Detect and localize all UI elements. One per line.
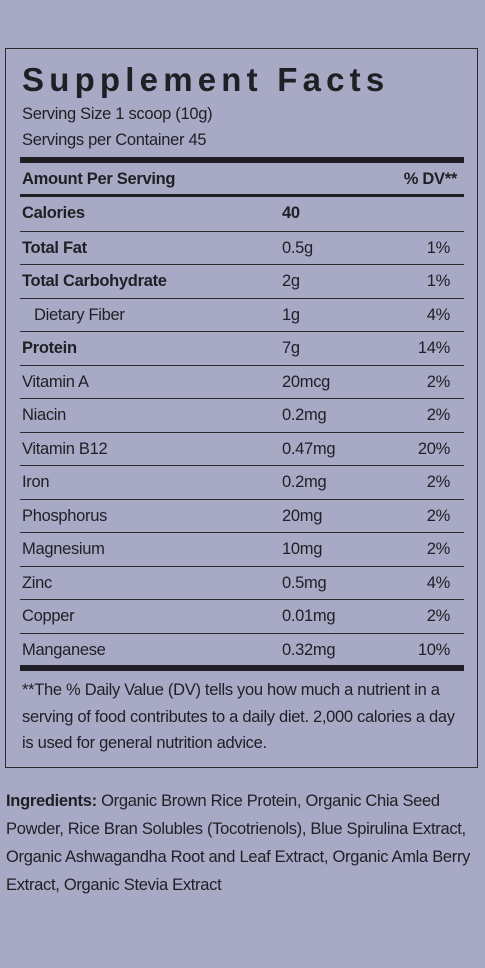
nutrient-name: Zinc: [22, 573, 52, 592]
thick-rule: [20, 157, 464, 163]
nutrient-amount: 0.01mg: [282, 607, 336, 625]
nutrient-name: Niacin: [22, 406, 67, 424]
nutrient-amount: 20mg: [282, 506, 323, 525]
nutrient-row: Zinc 0.5mg 4%: [20, 565, 464, 601]
nutrient-name: Iron: [22, 473, 50, 491]
nutrient-dv: 2%: [426, 607, 451, 625]
supplement-facts-panel: Supplement Facts Serving Size 1 scoop (1…: [5, 48, 478, 768]
nutrient-dv: 4%: [426, 573, 451, 592]
medium-rule: [20, 194, 464, 197]
nutrient-name: Copper: [22, 607, 75, 625]
nutrient-row: Dietary Fiber 1g 4%: [20, 297, 464, 333]
ingredients-text: Organic Brown Rice Protein, Organic Chia…: [6, 792, 471, 894]
nutrient-name: Magnesium: [22, 540, 105, 558]
ingredients-label: Ingredients:: [6, 792, 97, 810]
ingredients: Ingredients: Organic Brown Rice Protein,…: [6, 787, 476, 899]
nutrient-dv: 2%: [426, 506, 451, 525]
nutrient-name: Manganese: [22, 640, 106, 659]
nutrient-row: Total Fat 0.5g 1%: [20, 230, 464, 266]
nutrient-name: Calories: [22, 204, 85, 222]
nutrient-dv: 2%: [426, 406, 451, 424]
nutrient-name: Protein: [22, 339, 77, 357]
nutrient-dv: 2%: [426, 540, 451, 558]
nutrient-name: Dietary Fiber: [34, 305, 125, 324]
thick-rule: [20, 665, 464, 671]
title: Supplement Facts: [22, 61, 390, 98]
servings-per-container: Servings per Container 45: [22, 131, 207, 149]
nutrient-dv: 14%: [417, 339, 450, 357]
nutrient-name: Phosphorus: [22, 506, 108, 525]
nutrient-row: Phosphorus 20mg 2%: [20, 498, 464, 534]
nutrient-dv: 2%: [426, 473, 451, 491]
nutrient-row: Iron 0.2mg 2%: [20, 465, 464, 500]
nutrient-dv: 1%: [426, 238, 451, 257]
dv-header: % DV**: [403, 170, 458, 188]
serving-size: Serving Size 1 scoop (10g): [22, 105, 213, 123]
nutrient-row: Total Carbohydrate 2g 1%: [20, 264, 464, 299]
nutrient-amount: 0.47mg: [282, 439, 336, 458]
nutrient-amount: 20mcg: [282, 372, 331, 391]
nutrient-dv: 4%: [426, 305, 451, 324]
nutrient-amount: 10mg: [282, 540, 323, 558]
nutrient-name: Total Fat: [22, 238, 87, 257]
amount-header: Amount Per Serving: [22, 170, 176, 188]
nutrient-name: Total Carbohydrate: [22, 272, 167, 290]
nutrient-amount: 0.32mg: [282, 640, 336, 659]
nutrient-row: Niacin 0.2mg 2%: [20, 398, 464, 433]
nutrient-amount: 40: [282, 204, 300, 222]
nutrient-row: Vitamin B12 0.47mg 20%: [20, 431, 464, 467]
nutrient-name: Vitamin A: [22, 372, 89, 391]
footnote: **The % Daily Value (DV) tells you how m…: [22, 681, 455, 752]
nutrient-amount: 0.5mg: [282, 573, 327, 592]
nutrient-amount: 0.5g: [282, 238, 313, 257]
nutrient-row: Protein 7g 14%: [20, 331, 464, 366]
nutrient-amount: 7g: [282, 339, 300, 357]
nutrient-amount: 0.2mg: [282, 473, 327, 491]
nutrient-row: Magnesium 10mg 2%: [20, 532, 464, 567]
nutrient-row: Copper 0.01mg 2%: [20, 599, 464, 634]
nutrient-row: Vitamin A 20mcg 2%: [20, 364, 464, 400]
nutrient-row: Manganese 0.32mg 10%: [20, 632, 464, 668]
nutrient-amount: 1g: [282, 305, 300, 324]
nutrient-dv: 10%: [417, 640, 450, 659]
nutrient-name: Vitamin B12: [22, 439, 108, 458]
nutrient-amount: 0.2mg: [282, 406, 327, 424]
nutrient-row: Calories 40: [20, 197, 464, 231]
nutrient-dv: 1%: [426, 272, 451, 290]
nutrient-dv: 2%: [426, 372, 451, 391]
nutrient-amount: 2g: [282, 272, 300, 290]
nutrient-dv: 20%: [417, 439, 450, 458]
